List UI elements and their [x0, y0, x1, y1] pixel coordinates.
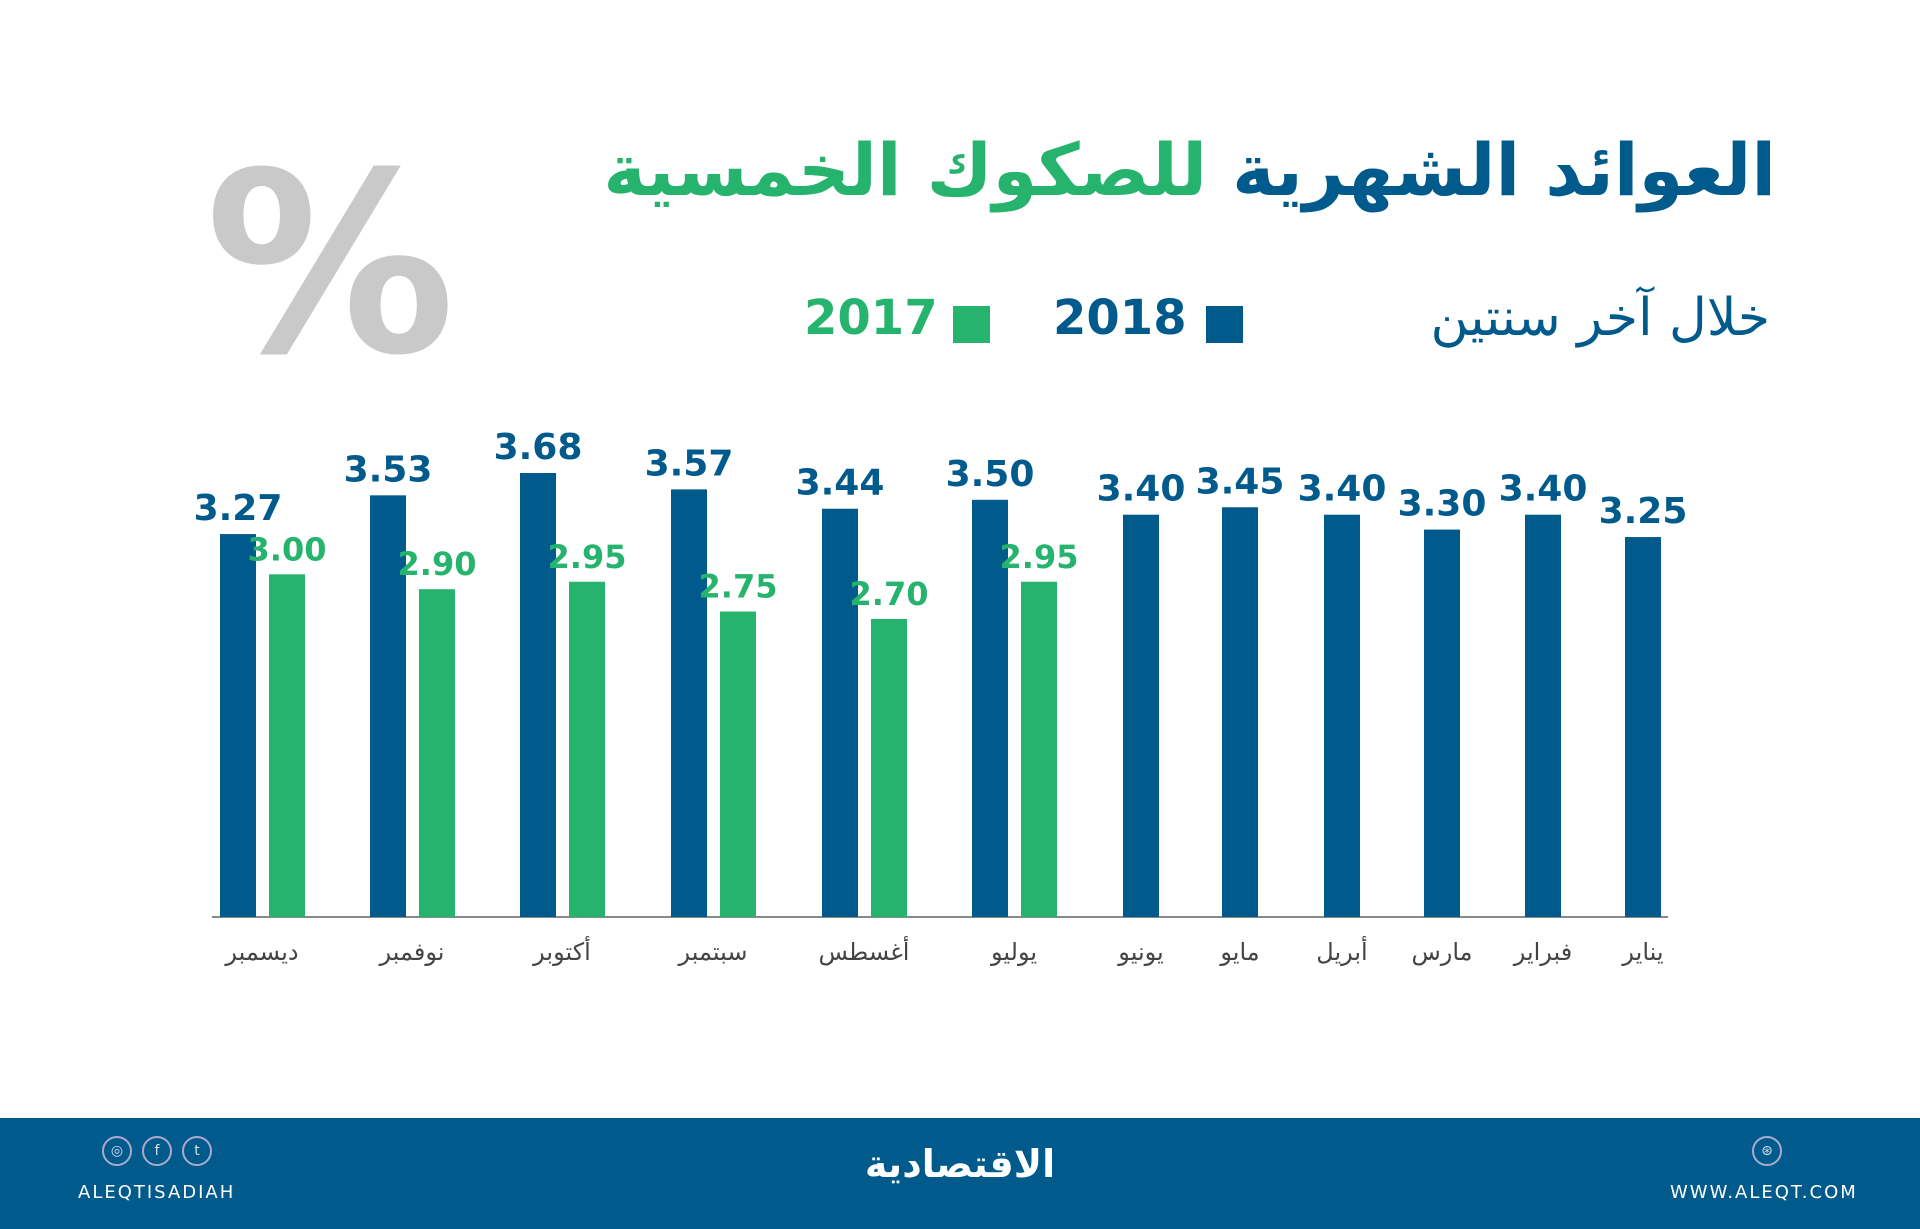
- value-label-2017: 2.95: [1000, 538, 1079, 576]
- month-label: مارس: [1411, 938, 1472, 966]
- bar-2018: [972, 499, 1008, 917]
- title-part-2: للصكوك الخمسية: [603, 128, 1208, 212]
- bar-2018: [520, 472, 556, 917]
- legend-swatch-2017: [953, 306, 990, 343]
- facebook-icon[interactable]: f: [142, 1136, 172, 1166]
- month-label: يوليو: [990, 938, 1037, 966]
- month-label: مايو: [1219, 938, 1259, 966]
- month-label: يناير: [1621, 938, 1663, 966]
- bar-2018: [1525, 514, 1561, 917]
- value-label-2018: 3.25: [1599, 491, 1688, 532]
- social-handle: ALEQTISADIAH: [78, 1182, 236, 1203]
- bar-2018: [1222, 507, 1258, 917]
- footer: ◎ f t ALEQTISADIAH الاقتصادية ⊛ WWW.ALEQ…: [0, 1118, 1920, 1229]
- month-label: أكتوبر: [532, 936, 591, 966]
- value-label-2018: 3.40: [1499, 469, 1588, 510]
- legend-label-2018: 2018: [1053, 290, 1187, 346]
- bar-2017: [419, 589, 455, 917]
- value-label-2018: 3.40: [1298, 469, 1387, 510]
- bar-chart: 3.273.533.68 3.57 3.44 3.50 3.40 3.45 3.40 3.30…: [194, 427, 1688, 966]
- logo: الاقتصادية: [864, 1142, 1056, 1186]
- bar-2018: [671, 489, 707, 917]
- value-label-2017: 2.70: [850, 575, 929, 613]
- bar-2017: [269, 574, 305, 917]
- bar-2018: [1625, 537, 1661, 917]
- bar-2017: [1021, 581, 1057, 917]
- month-label: سبتمبر: [678, 938, 748, 966]
- value-label-2018: 3.45: [1196, 461, 1285, 502]
- bar-2017: [720, 611, 756, 917]
- value-label-2018: 3.30: [1398, 484, 1487, 525]
- month-label: فبراير: [1513, 938, 1573, 966]
- bar-2018: [822, 508, 858, 917]
- bar-2018: [220, 534, 256, 917]
- percent-symbol: %: [205, 119, 456, 410]
- value-label-2018: 3.53: [344, 449, 433, 490]
- twitter-icon[interactable]: t: [182, 1136, 212, 1166]
- dribbble-icon[interactable]: ⊛: [1752, 1136, 1782, 1166]
- value-label-2017: 2.75: [699, 568, 778, 606]
- value-label-2018: 3.68: [494, 427, 583, 468]
- title-part-1: العوائد الشهرية: [1232, 128, 1776, 212]
- month-label: ديسمبر: [224, 938, 298, 966]
- bar-2018: [1424, 529, 1460, 917]
- bar-2017: [871, 619, 907, 917]
- bar-2018: [1123, 514, 1159, 917]
- value-label-2017: 2.90: [398, 545, 477, 583]
- website-link[interactable]: WWW.ALEQT.COM: [1670, 1182, 1858, 1203]
- month-label: أبريل: [1316, 936, 1367, 966]
- month-label: أغسطس: [819, 936, 910, 966]
- legend-label-2017: 2017: [804, 290, 938, 346]
- instagram-icon[interactable]: ◎: [102, 1136, 132, 1166]
- month-label: يونيو: [1117, 938, 1163, 966]
- chart-title: العوائد الشهرية للصكوك الخمسية: [603, 128, 1776, 212]
- bar-2017: [569, 581, 605, 917]
- value-label-2018: 3.27: [194, 488, 283, 529]
- value-label-2017: 3.00: [248, 530, 327, 568]
- legend-swatch-2018: [1206, 306, 1243, 343]
- bar-2018: [1324, 514, 1360, 917]
- value-label-2018: 3.57: [645, 443, 734, 484]
- value-label-2018: 3.40: [1097, 469, 1186, 510]
- chart-subtitle: خلال آخر سنتين: [1430, 288, 1770, 348]
- bar-2018: [370, 495, 406, 917]
- value-label-2018: 3.50: [946, 454, 1035, 495]
- value-label-2017: 2.95: [548, 538, 627, 576]
- value-label-2018: 3.44: [796, 463, 885, 504]
- month-label: نوفمبر: [379, 938, 445, 966]
